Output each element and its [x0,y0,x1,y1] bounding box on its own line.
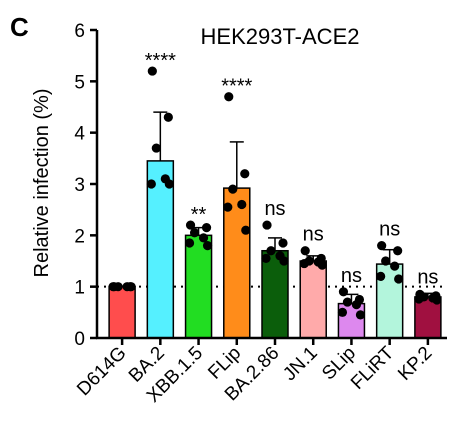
y-tick-label: 6 [74,21,85,42]
data-point [414,294,424,304]
significance-label: ns [379,219,400,241]
data-point [223,202,233,212]
significance-label: **** [221,76,252,98]
panel-letter: C [10,12,29,42]
data-point [189,228,200,238]
data-point [342,297,353,307]
data-point [201,223,212,233]
y-tick-label: 4 [74,124,85,145]
data-point [163,112,173,122]
significance-label: ** [191,204,207,226]
data-point [240,169,250,179]
data-point [432,295,442,305]
data-point [338,287,349,297]
data-point [146,179,156,189]
x-tick-label: FLiRT [347,342,398,393]
data-point [262,220,272,230]
bar-D614G [108,285,136,339]
data-point [317,260,327,270]
data-point [224,92,234,102]
y-axis-ticks: 0 1 2 3 4 5 6 [74,21,97,350]
x-tick-label: JN.1 [279,343,321,385]
significance-label: **** [145,50,176,72]
data-points [108,66,442,320]
data-point [279,256,289,266]
data-point [381,256,391,266]
data-point [261,253,271,264]
x-axis-ticks: D614GBA.2XBB.1.5FLipBA.2.86JN.1SLipFLiRT… [73,338,436,407]
data-point [390,261,400,271]
data-point [376,271,386,281]
x-tick-label: KP.2 [394,343,436,385]
data-point [202,241,213,251]
data-point [355,310,366,320]
data-point [126,282,136,292]
data-point [241,225,251,235]
significance-label: ns [264,198,285,220]
data-point [237,199,247,210]
significance-label: ns [341,265,362,287]
significance-label: ns [303,224,324,246]
bar-XBB.1.5 [184,234,213,339]
y-tick-label: 2 [74,226,85,247]
data-point [351,300,362,310]
data-point [147,66,157,76]
data-point [185,220,196,230]
data-point [151,143,161,153]
chart-title: HEK293T-ACE2 [201,24,360,49]
data-point [278,238,288,248]
x-tick-label: D614G [73,343,130,400]
y-axis-label: Relative infection (%) [31,89,53,278]
bar-BA.2 [146,160,175,339]
data-point [184,238,195,248]
data-point [393,246,403,256]
data-point [198,233,209,243]
y-tick-label: 5 [74,72,85,93]
data-point [164,179,174,189]
data-point [266,246,276,256]
data-point [228,184,238,194]
bar-JN.1 [299,260,327,339]
y-tick-label: 0 [74,329,85,350]
data-point [299,258,309,269]
data-point [394,274,404,284]
y-tick-label: 1 [74,278,85,299]
significance-label: ns [417,266,438,288]
data-point [108,282,118,292]
data-point [337,307,348,317]
data-point [377,241,387,251]
y-tick-label: 3 [74,175,85,196]
data-point [300,246,310,256]
